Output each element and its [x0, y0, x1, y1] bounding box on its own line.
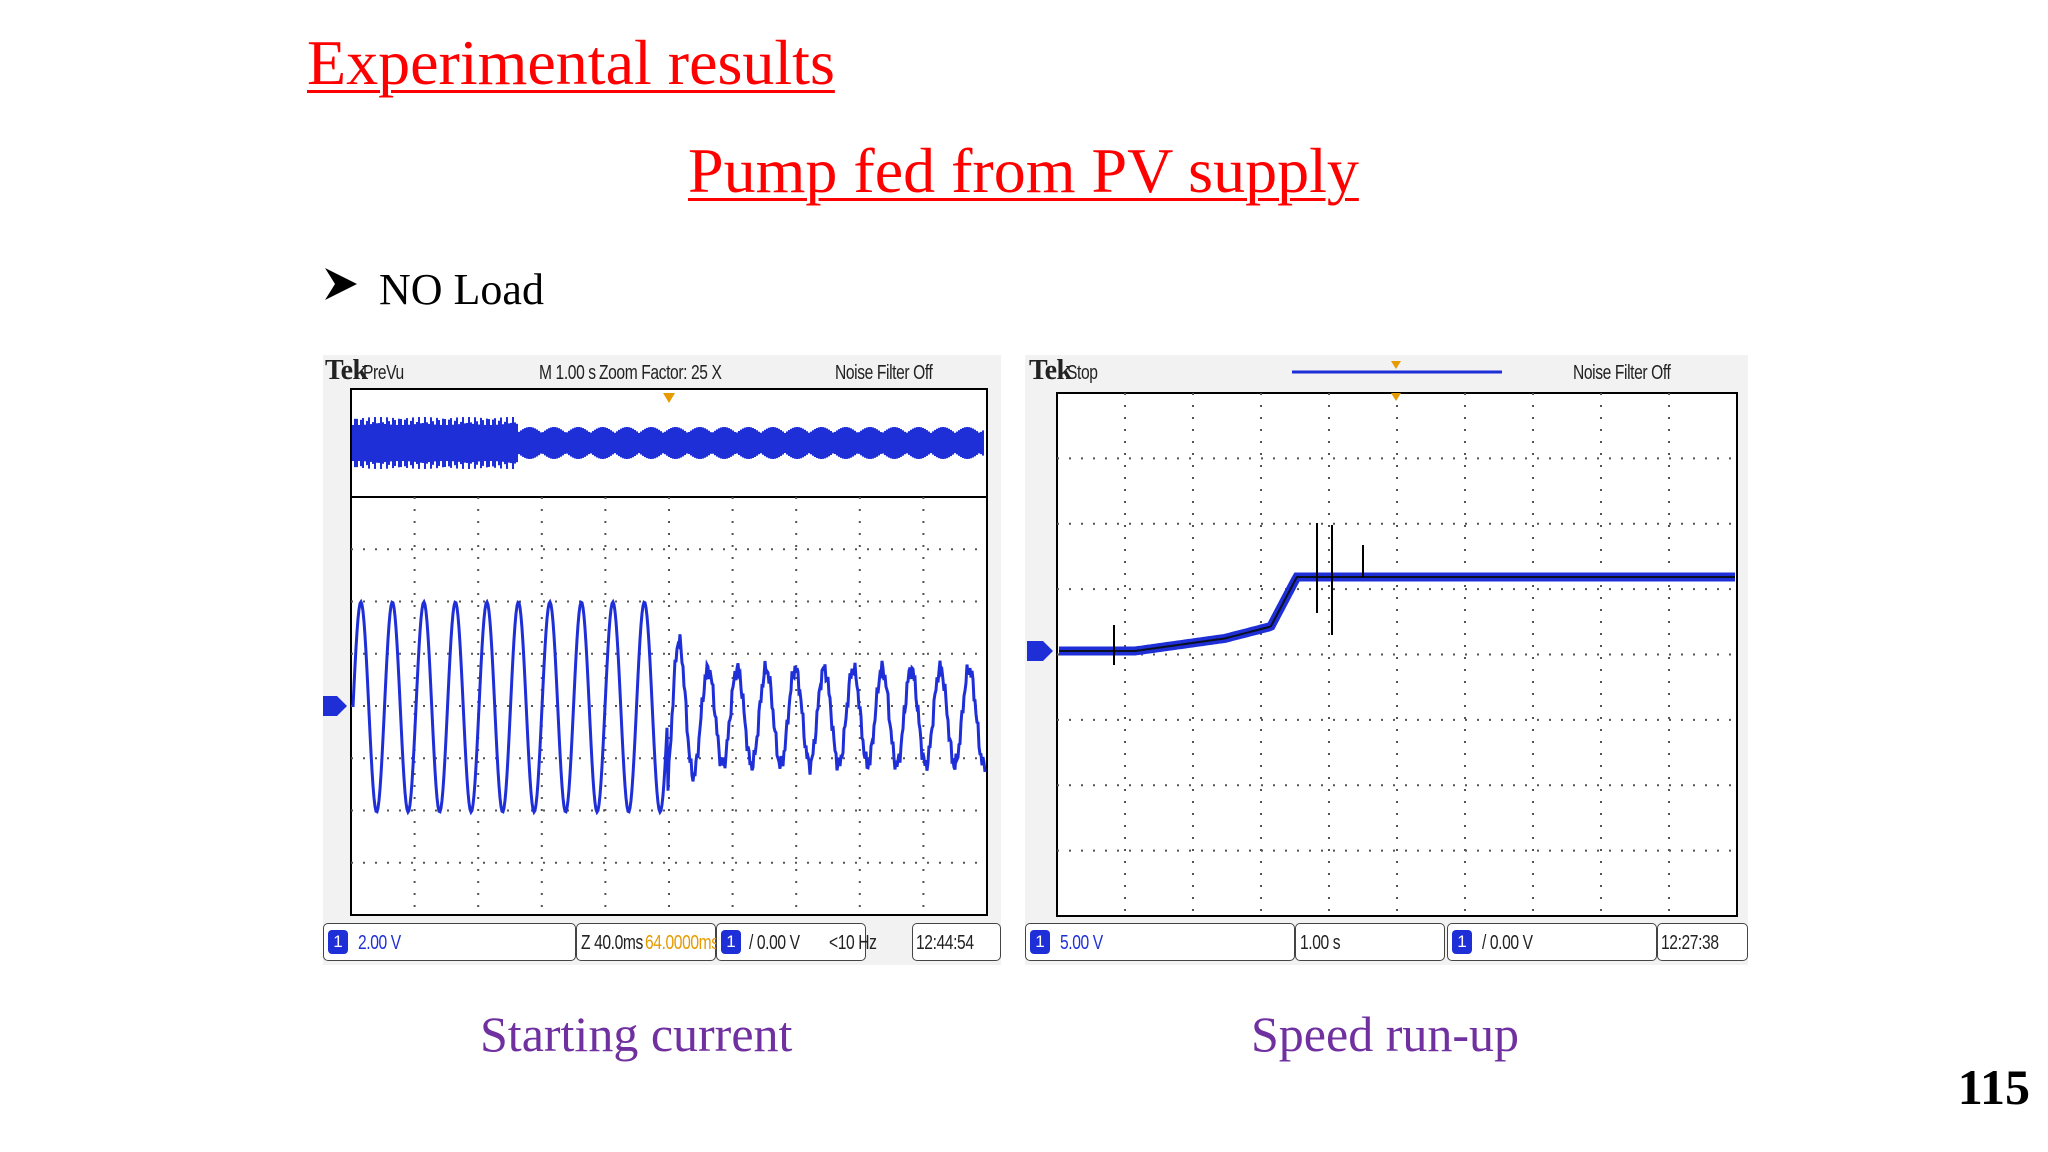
timebase-cell: 1.00 s: [1295, 923, 1445, 961]
noise-filter-label: Noise Filter Off: [1573, 362, 1671, 384]
noise-filter-label: Noise Filter Off: [835, 362, 933, 384]
mode-label: Stop: [1067, 362, 1098, 384]
zoom-position: 64.0000ms: [645, 932, 719, 954]
ch1-scale-cell: 1 5.00 V: [1025, 923, 1295, 961]
trigger-position-icon: [1391, 393, 1401, 401]
oscilloscope-speed-runup: Tek Stop Noise Filter Off 1 5.00 V 1.00 …: [1025, 355, 1748, 965]
clock: 12:27:38: [1661, 932, 1719, 954]
channel-1-marker: [1027, 641, 1053, 661]
ch1-badge: 1: [1030, 930, 1050, 954]
time-cell: 12:27:38: [1657, 923, 1748, 961]
zoom-timebase: Z 40.0ms: [581, 932, 643, 954]
ch1-scale: 5.00 V: [1060, 932, 1103, 954]
trigger-badge: 1: [721, 930, 741, 954]
channel-1-marker: [323, 696, 347, 716]
ch1-scale-cell: 1 2.00 V: [323, 923, 576, 961]
caption-speed-runup: Speed run-up: [1251, 1006, 1519, 1062]
slide-title: Experimental results: [307, 27, 835, 98]
arrowhead-bullet-icon: [323, 264, 361, 315]
brand-label: Tek: [325, 355, 368, 386]
current-waveform: [351, 598, 987, 816]
frequency: <10 Hz: [829, 932, 877, 954]
scope-left-display: [323, 388, 988, 916]
scope-right-display: [1027, 361, 1738, 917]
scope-grid: [351, 497, 987, 915]
zoom-label: Zoom Factor: 25 X: [599, 362, 722, 384]
trigger-cell: 1 / 0.00 V: [1447, 923, 1657, 961]
clock: 12:44:54: [916, 932, 974, 954]
slide-subtitle: Pump fed from PV supply: [688, 135, 1359, 206]
trigger-badge: 1: [1452, 930, 1472, 954]
trigger-level: / 0.00 V: [1482, 932, 1533, 954]
scope-left-status-bar: 1 2.00 V Z 40.0ms 64.0000ms 1 / 0.00 V <…: [323, 923, 1001, 965]
overview-trace: [352, 417, 984, 469]
zoom-cell: Z 40.0ms 64.0000ms: [576, 923, 719, 961]
mode-label: PreVu: [363, 362, 404, 384]
oscilloscope-starting-current: Tek PreVu M 1.00 s Zoom Factor: 25 X Noi…: [323, 355, 1001, 965]
trigger-level: / 0.00 V: [749, 932, 800, 954]
time-cell: 12:44:54: [912, 923, 1001, 961]
bullet-item: NO Load: [323, 264, 544, 315]
bullet-text: NO Load: [379, 265, 544, 314]
ch1-scale: 2.00 V: [358, 932, 401, 954]
timebase: 1.00 s: [1300, 932, 1341, 954]
timebase-label: M 1.00 s: [539, 362, 596, 384]
caption-starting-current: Starting current: [480, 1006, 793, 1062]
trigger-position-icon: [663, 393, 675, 403]
trigger-cell: 1 / 0.00 V <10 Hz: [716, 923, 877, 961]
ch1-badge: 1: [328, 930, 348, 954]
scope-right-status-bar: 1 5.00 V 1.00 s 1 / 0.00 V 12:27:38: [1025, 923, 1748, 965]
page-number: 115: [1957, 1059, 2030, 1115]
brand-label: Tek: [1029, 355, 1072, 386]
